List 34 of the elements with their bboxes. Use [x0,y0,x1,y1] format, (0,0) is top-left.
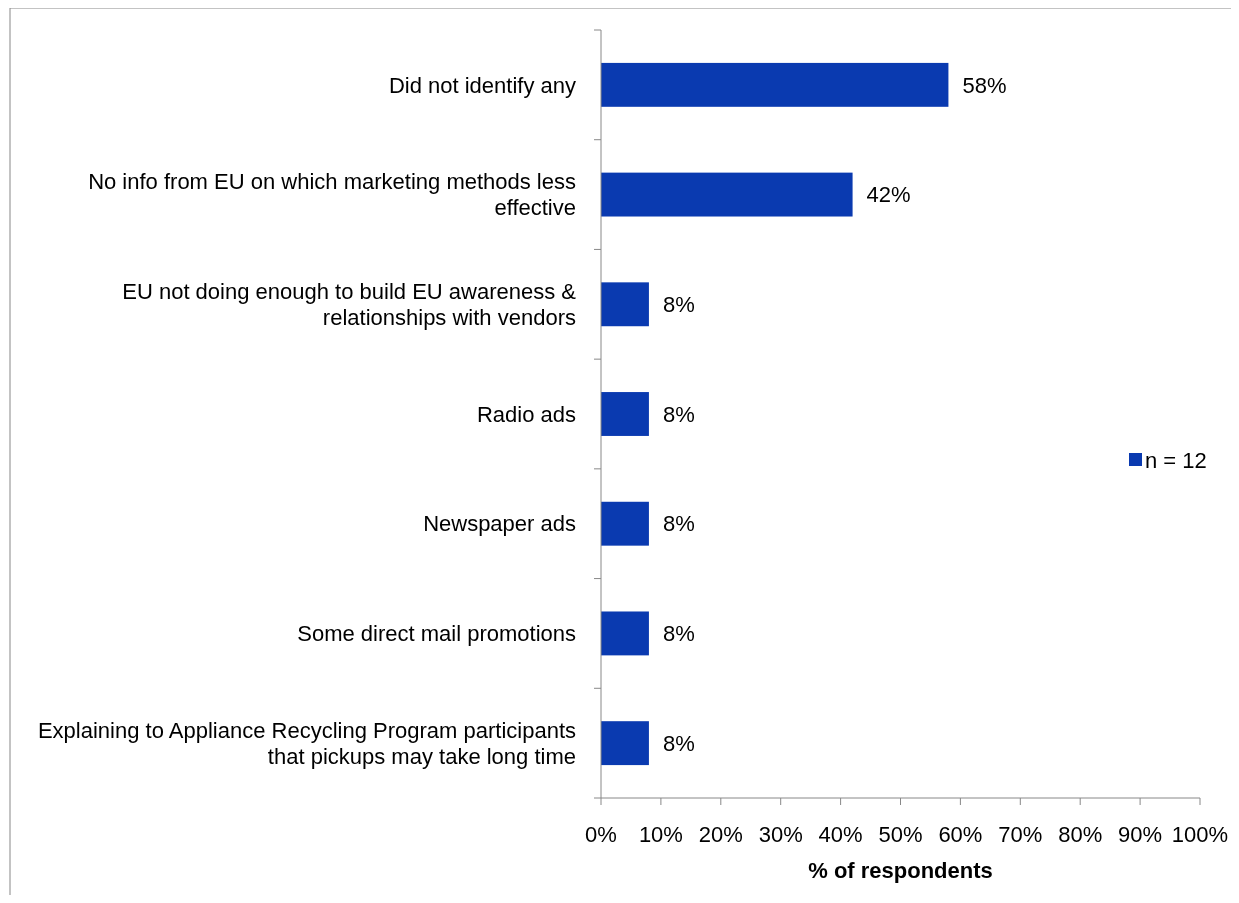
bar [601,721,649,766]
y-tick-label: Explaining to Appliance Recycling Program participants that pickups may take long time [37,717,576,769]
bar [601,282,649,327]
x-tick-label: 50% [878,822,923,847]
x-tick-label: 0% [585,822,617,847]
y-tick-label: EU not doing enough to build EU awareness & relationships with vendors [122,278,577,330]
data-label: 8% [662,291,695,317]
x-tick-label: 90% [1118,822,1163,847]
data-label: 8% [662,511,695,537]
x-tick-label: 60% [938,822,983,847]
x-tick-label: 40% [818,822,863,847]
x-tick-label: 20% [698,822,743,847]
x-tick-label: 100% [1171,822,1229,847]
bar [601,501,649,546]
x-tick-label: 30% [758,822,803,847]
bar [601,62,949,107]
data-label: 58% [962,72,1007,98]
y-tick-label: No info from EU on which marketing methods less effective [88,169,576,221]
y-tick-label: Radio ads [476,401,576,427]
bar [601,172,853,217]
bar [601,611,649,656]
y-tick-label: Newspaper ads [423,511,576,537]
bar [601,392,649,436]
data-label: 8% [662,621,695,647]
x-axis-title: % of respondents [808,858,993,883]
data-label: 8% [662,730,695,756]
x-tick-label: 80% [1058,822,1103,847]
data-label: 8% [662,401,695,427]
y-tick-label: Some direct mail promotions [297,621,576,647]
x-tick-label: 10% [638,822,683,847]
y-tick-label: Did not identify any [388,72,576,98]
legend-label: n = 12 [1145,447,1207,473]
data-label: 42% [866,182,911,208]
x-tick-label: 70% [998,822,1043,847]
